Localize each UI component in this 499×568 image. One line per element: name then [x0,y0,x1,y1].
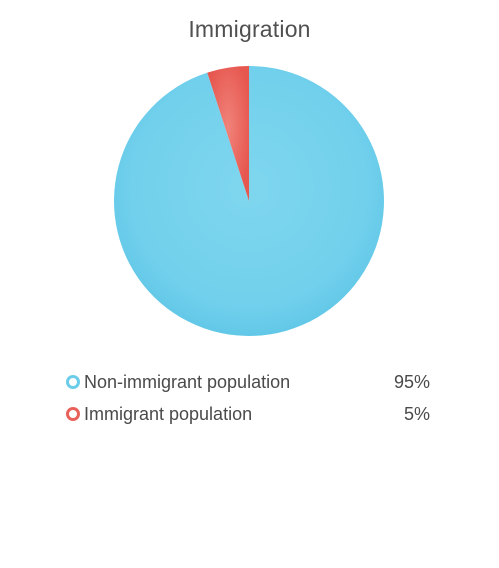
pie-slice-non-immigrant[interactable] [114,66,384,337]
legend-value-non-immigrant: 95% [393,372,430,392]
legend-label-immigrant: Immigrant population [84,404,253,424]
legend-marker-immigrant [66,407,80,421]
legend-item-immigrant[interactable]: Immigrant population 5% [64,400,430,432]
legend-marker-non-immigrant [66,375,80,389]
pie-chart [110,62,388,340]
pie-svg [114,66,384,337]
legend-value-immigrant: 5% [403,404,430,424]
legend-label-non-immigrant: Non-immigrant population [84,372,291,392]
legend: Non-immigrant population 95% Immigrant p… [64,368,430,432]
pie-slice-immigrant[interactable] [207,66,249,201]
chart-title: Immigration [188,16,311,42]
legend-item-non-immigrant[interactable]: Non-immigrant population 95% [64,368,430,400]
